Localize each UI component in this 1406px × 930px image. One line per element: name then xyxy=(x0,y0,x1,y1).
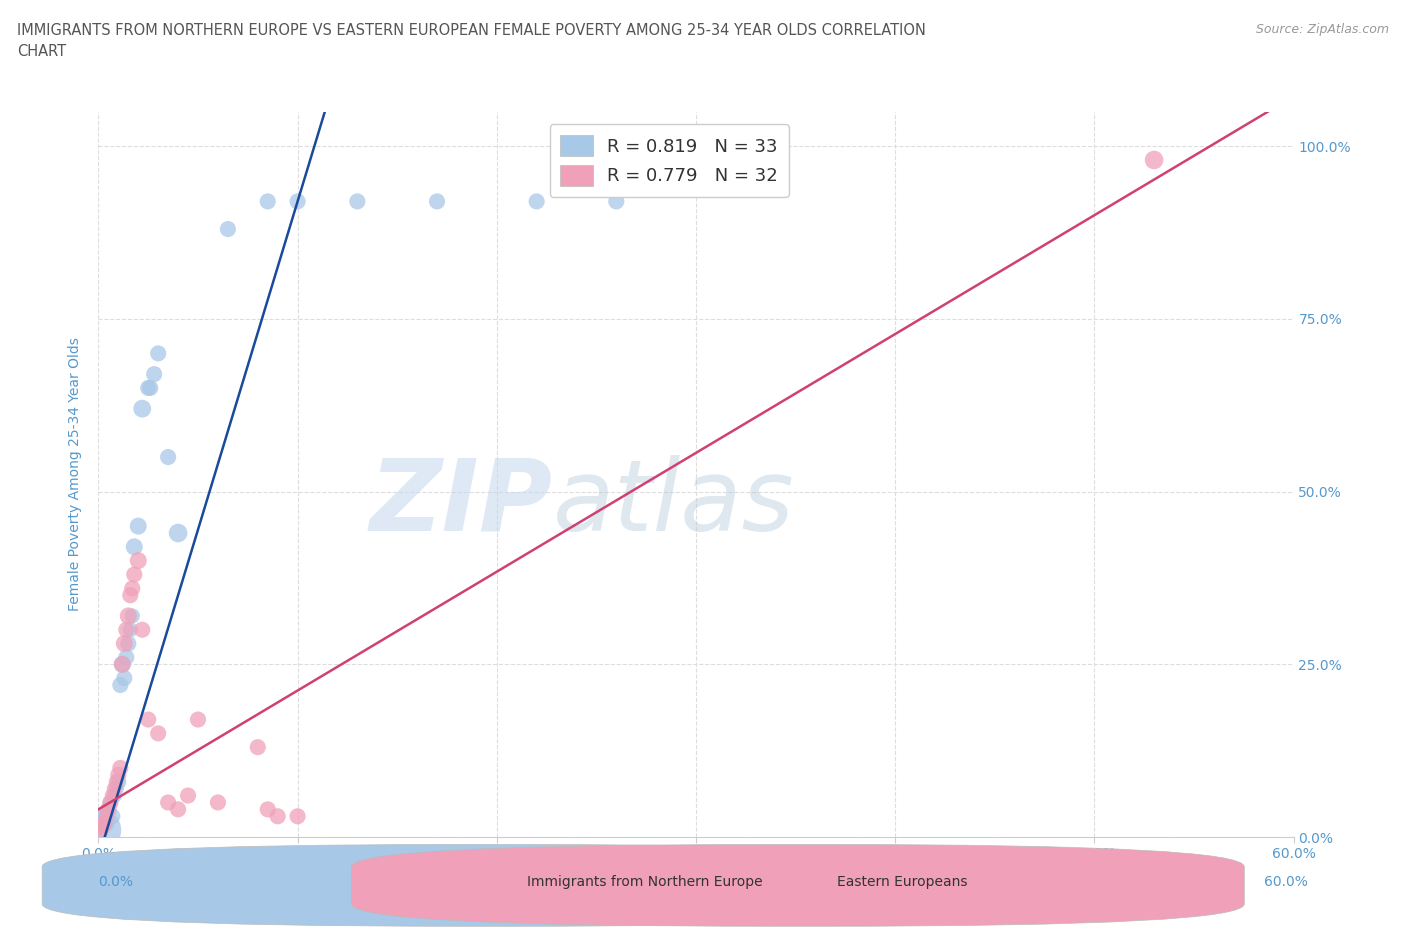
Text: atlas: atlas xyxy=(553,455,794,551)
Point xyxy=(605,194,627,209)
Text: Source: ZipAtlas.com: Source: ZipAtlas.com xyxy=(1256,23,1389,36)
Point xyxy=(112,671,135,685)
Point xyxy=(89,823,111,838)
Point xyxy=(136,712,159,727)
Text: IMMIGRANTS FROM NORTHERN EUROPE VS EASTERN EUROPEAN FEMALE POVERTY AMONG 25-34 Y: IMMIGRANTS FROM NORTHERN EUROPE VS EASTE… xyxy=(17,23,925,60)
Point xyxy=(107,767,129,782)
Point xyxy=(148,726,170,741)
Point xyxy=(207,795,229,810)
Point xyxy=(93,809,115,824)
Point xyxy=(256,802,278,817)
Text: 60.0%: 60.0% xyxy=(1264,874,1308,889)
Point xyxy=(157,449,180,464)
Point xyxy=(287,194,309,209)
Point xyxy=(124,539,146,554)
Point xyxy=(157,795,180,810)
Point xyxy=(167,802,190,817)
Point xyxy=(91,819,114,834)
Point xyxy=(97,802,120,817)
Point xyxy=(101,809,124,824)
Point xyxy=(120,622,142,637)
Point xyxy=(103,788,125,803)
Point xyxy=(426,194,449,209)
Point xyxy=(89,823,111,838)
Point xyxy=(111,657,134,671)
Point xyxy=(110,678,132,693)
Text: Immigrants from Northern Europe: Immigrants from Northern Europe xyxy=(527,874,763,889)
Point xyxy=(96,809,118,824)
Point xyxy=(111,657,134,671)
FancyBboxPatch shape xyxy=(352,844,1244,926)
Point xyxy=(136,380,159,395)
Point xyxy=(139,380,162,395)
Point xyxy=(121,581,143,596)
Point xyxy=(187,712,209,727)
Point xyxy=(346,194,368,209)
Point xyxy=(117,636,139,651)
Point xyxy=(267,809,290,824)
Point xyxy=(217,221,239,236)
Text: ZIP: ZIP xyxy=(370,455,553,551)
Point xyxy=(107,775,129,790)
Point xyxy=(101,788,124,803)
Point xyxy=(100,795,122,810)
Point xyxy=(131,401,153,416)
FancyBboxPatch shape xyxy=(42,844,935,926)
Point xyxy=(103,781,125,796)
Point xyxy=(96,816,118,830)
Point xyxy=(105,775,128,790)
Point xyxy=(93,816,115,830)
Point xyxy=(115,650,138,665)
Point xyxy=(246,739,269,754)
Point xyxy=(124,567,146,582)
Point xyxy=(131,622,153,637)
Point xyxy=(148,346,170,361)
Point xyxy=(91,816,114,830)
Point xyxy=(100,795,122,810)
Text: 0.0%: 0.0% xyxy=(98,874,134,889)
Point xyxy=(127,519,149,534)
Point xyxy=(177,788,200,803)
Legend: R = 0.819   N = 33, R = 0.779   N = 32: R = 0.819 N = 33, R = 0.779 N = 32 xyxy=(550,125,789,196)
Point xyxy=(287,809,309,824)
Point xyxy=(526,194,548,209)
Y-axis label: Female Poverty Among 25-34 Year Olds: Female Poverty Among 25-34 Year Olds xyxy=(69,338,83,611)
Point xyxy=(117,608,139,623)
Point xyxy=(256,194,278,209)
Point xyxy=(115,622,138,637)
Point xyxy=(167,525,190,540)
Text: Eastern Europeans: Eastern Europeans xyxy=(837,874,967,889)
Point xyxy=(112,636,135,651)
Point xyxy=(121,608,143,623)
Point xyxy=(127,553,149,568)
Point xyxy=(143,366,166,381)
Point xyxy=(97,802,120,817)
Point xyxy=(120,588,142,603)
Point xyxy=(1143,153,1166,167)
Point xyxy=(110,761,132,776)
Point xyxy=(105,781,128,796)
